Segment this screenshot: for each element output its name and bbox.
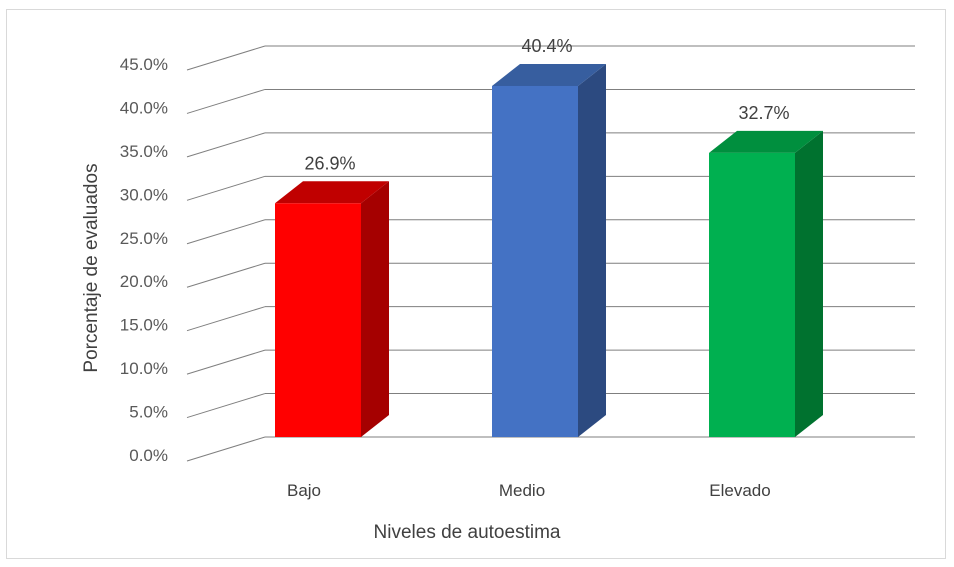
- bar-bajo: [275, 181, 389, 437]
- x-tick-label: Elevado: [709, 481, 770, 500]
- x-tick-label: Medio: [499, 481, 545, 500]
- gridline-depth: [186, 88, 266, 114]
- chart-area: 0.0% 5.0% 10.0% 15.0% 20.0% 25.0% 30.0% 35.0% 40…: [6, 9, 946, 559]
- y-tick-label: 15.0%: [120, 316, 168, 335]
- y-tick-label: 30.0%: [120, 185, 168, 204]
- bars: [275, 63, 823, 438]
- y-tick-label: 25.0%: [120, 229, 168, 248]
- bar-elevado: [709, 130, 823, 437]
- bar-front: [492, 85, 578, 438]
- bar-front: [709, 152, 795, 437]
- y-tick-label: 0.0%: [129, 446, 168, 465]
- x-axis-title: Niveles de autoestima: [374, 522, 561, 543]
- y-tick-label: 40.0%: [120, 98, 168, 117]
- data-label: 40.4%: [521, 36, 572, 56]
- gridline-depth: [186, 262, 266, 288]
- y-tick-label: 35.0%: [120, 142, 168, 161]
- data-label: 26.9%: [304, 153, 355, 173]
- y-tick-label: 5.0%: [129, 403, 168, 422]
- gridline-depth: [186, 175, 266, 201]
- labels: 0.0% 5.0% 10.0% 15.0% 20.0% 25.0% 30.0% 35.0% 40…: [120, 36, 790, 500]
- bar-chart: 0.0% 5.0% 10.0% 15.0% 20.0% 25.0% 30.0% 35.0% 40…: [81, 36, 915, 543]
- data-label: 32.7%: [738, 103, 789, 123]
- x-tick-label: Bajo: [287, 481, 321, 500]
- gridline-depth: [186, 436, 266, 462]
- gridline-depth: [186, 45, 266, 71]
- bar-side: [361, 181, 389, 437]
- gridline-depth: [186, 349, 266, 375]
- gridline-depth: [186, 219, 266, 245]
- bar-top: [492, 63, 606, 86]
- y-tick-label: 20.0%: [120, 272, 168, 291]
- gridline-depth: [186, 132, 266, 158]
- gridline-depth: [186, 393, 266, 419]
- bar-front: [275, 203, 361, 437]
- bar-top: [275, 181, 389, 204]
- y-tick-label: 10.0%: [120, 359, 168, 378]
- bar-medio: [492, 63, 606, 438]
- bar-side: [578, 63, 606, 438]
- y-axis-title: Porcentaje de evaluados: [81, 163, 102, 372]
- y-tick-label: 45.0%: [120, 55, 168, 74]
- gridline-depth: [186, 306, 266, 332]
- bar-side: [795, 130, 823, 437]
- bar-top: [709, 130, 823, 153]
